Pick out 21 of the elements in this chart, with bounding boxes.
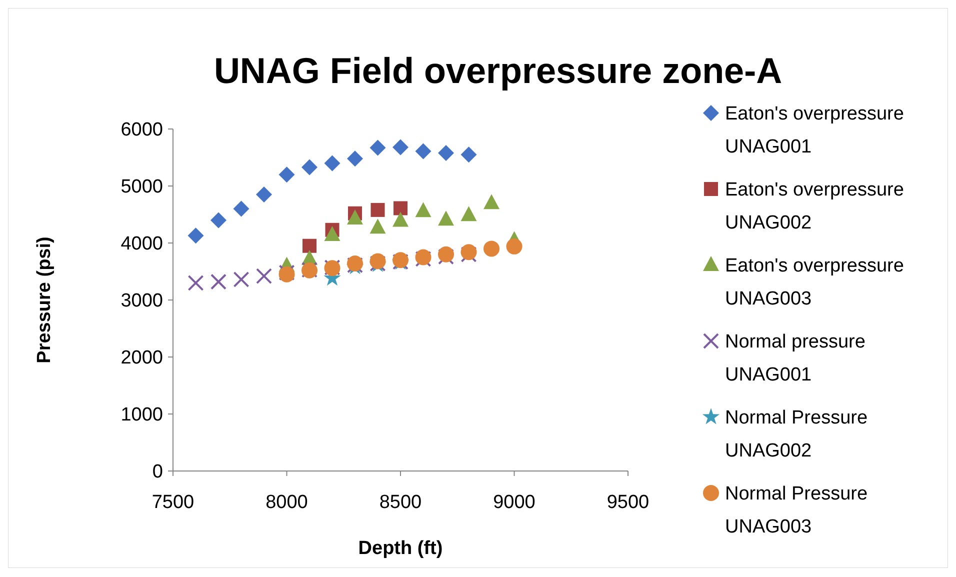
x-tick-label: 8500 [379,492,422,513]
legend-label: Normal Pressure UNAG002 [725,408,868,462]
x-tick-label: 9000 [493,492,536,513]
y-axis-title: Pressure (psi) [34,236,55,364]
legend-label: Normal Pressure UNAG003 [725,484,868,538]
y-tick-label: 3000 [120,290,163,312]
x-tick-label: 7500 [152,492,194,513]
y-tick-label: 4000 [120,234,163,255]
y-tick-label: 5000 [120,176,163,198]
legend-label: Eaton's overpressure UNAG001 [725,104,904,158]
x-tick-label: 9500 [606,492,650,513]
chart-title: UNAG Field overpressure zone-A [214,50,782,91]
x-axis-title: Depth (ft) [358,538,443,559]
y-tick-label: 6000 [120,120,163,141]
legend-label: Eaton's overpressure UNAG002 [725,180,904,234]
y-tick-label: 2000 [120,348,163,369]
x-tick-label: 8000 [266,492,308,513]
y-tick-label: 0 [152,462,163,483]
legend-label: Eaton's overpressure UNAG003 [725,256,904,310]
legend-label: Normal pressure UNAG001 [725,332,866,386]
y-tick-label: 1000 [120,404,163,426]
